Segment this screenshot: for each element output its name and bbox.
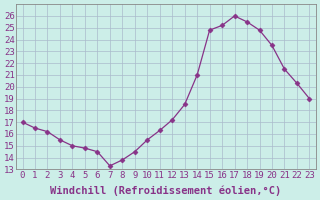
X-axis label: Windchill (Refroidissement éolien,°C): Windchill (Refroidissement éolien,°C) xyxy=(50,185,282,196)
